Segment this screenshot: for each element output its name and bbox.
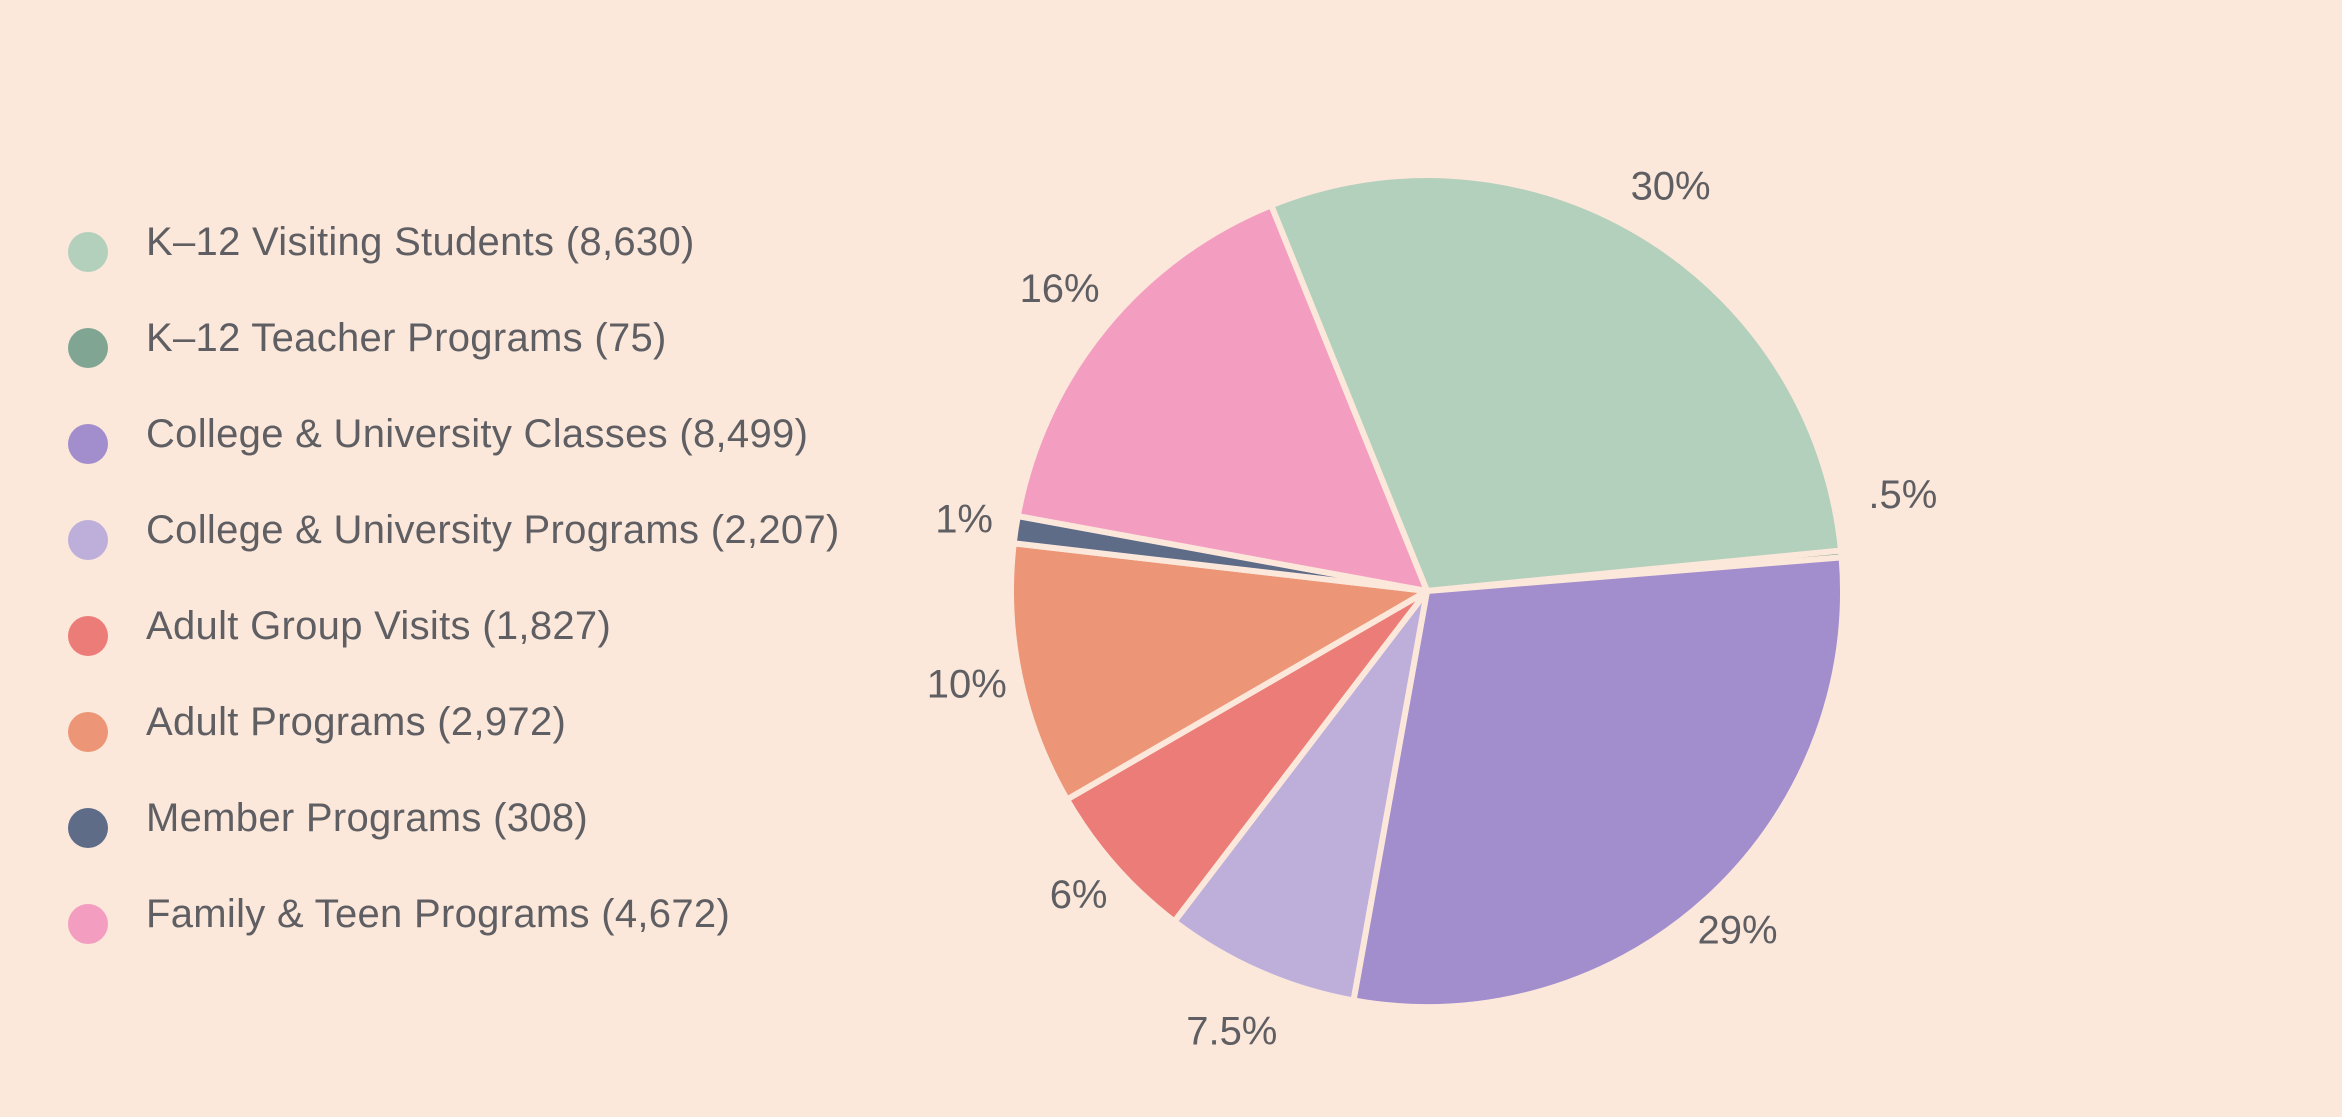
legend-label-text: Member Programs: [146, 796, 482, 840]
legend-item-member-programs: Member Programs (308): [68, 778, 948, 874]
pie-slice-adult-group-visits: [1063, 588, 1430, 925]
legend-label-count: 1,827: [495, 604, 598, 648]
legend-label-text: Adult Group Visits: [146, 604, 471, 648]
legend-label-count: 75: [607, 316, 654, 360]
pie-label-k-12-teacher-programs: .5%: [1868, 473, 1937, 517]
legend-item-k12-teacher-programs: K–12 Teacher Programs (75): [68, 298, 948, 394]
pie-slice-college-university-classes: [1350, 554, 1847, 1010]
pie-percent-labels: 30% .5% 29% 7.5% 6% 10% 1% 16%: [927, 165, 1938, 1054]
legend-label-text: College & University Programs: [146, 508, 700, 552]
legend-item-college-university-classes: College & University Classes (8,499): [68, 394, 948, 490]
legend-label: College & University Programs (2,207): [146, 508, 840, 552]
chart-legend: K–12 Visiting Students (8,630) K–12 Teac…: [68, 202, 948, 970]
legend-item-college-university-programs: College & University Programs (2,207): [68, 490, 948, 586]
legend-label-text: Adult Programs: [146, 700, 426, 744]
legend-item-adult-programs: Adult Programs (2,972): [68, 682, 948, 778]
legend-item-family-teen-programs: Family & Teen Programs (4,672): [68, 874, 948, 970]
pie-label-member-programs: 1%: [935, 498, 993, 542]
legend-label-text: K–12 Visiting Students: [146, 220, 555, 264]
legend-swatch: [68, 520, 108, 560]
legend-label-count: 2,972: [450, 700, 553, 744]
legend-label: College & University Classes (8,499): [146, 412, 809, 456]
pie-label-college-university-programs: 7.5%: [1186, 1009, 1277, 1053]
legend-swatch: [68, 616, 108, 656]
legend-label-text: College & University Classes: [146, 412, 668, 456]
legend-label-count: 308: [506, 796, 575, 840]
legend-label-count: 2,207: [724, 508, 826, 552]
legend-label-count: 4,672: [614, 892, 717, 936]
legend-label-count: 8,499: [692, 412, 795, 456]
pie-label-k-12-visiting-students: 30%: [1631, 165, 1711, 209]
legend-label: Adult Group Visits (1,827): [146, 604, 612, 648]
legend-label: Family & Teen Programs (4,672): [146, 892, 731, 936]
legend-label: K–12 Teacher Programs (75): [146, 316, 667, 360]
legend-label: Adult Programs (2,972): [146, 700, 567, 744]
legend-swatch: [68, 328, 108, 368]
legend-item-k12-visiting-students: K–12 Visiting Students (8,630): [68, 202, 948, 298]
legend-item-adult-group-visits: Adult Group Visits (1,827): [68, 586, 948, 682]
pie-label-adult-programs: 10%: [927, 662, 1007, 706]
legend-swatch: [68, 904, 108, 944]
legend-label-count: 8,630: [579, 220, 682, 264]
pie-label-college-university-classes: 29%: [1697, 909, 1777, 953]
pie-slice-family-teen-programs: [1014, 202, 1430, 594]
pie-slice-college-university-programs: [1171, 588, 1430, 1004]
legend-label: Member Programs (308): [146, 796, 589, 840]
pie-slices: [1008, 172, 1847, 1010]
legend-swatch: [68, 808, 108, 848]
legend-swatch: [68, 712, 108, 752]
legend-swatch: [68, 232, 108, 272]
pie-slice-k-12-visiting-students: [1268, 172, 1845, 594]
pie-label-adult-group-visits: 6%: [1050, 873, 1108, 917]
pie-label-family-teen-programs: 16%: [1020, 267, 1100, 311]
legend-swatch: [68, 424, 108, 464]
legend-label-text: Family & Teen Programs: [146, 892, 590, 936]
legend-label-text: K–12 Teacher Programs: [146, 316, 583, 360]
legend-label: K–12 Visiting Students (8,630): [146, 220, 695, 264]
pie-slice-adult-programs: [1008, 540, 1430, 803]
